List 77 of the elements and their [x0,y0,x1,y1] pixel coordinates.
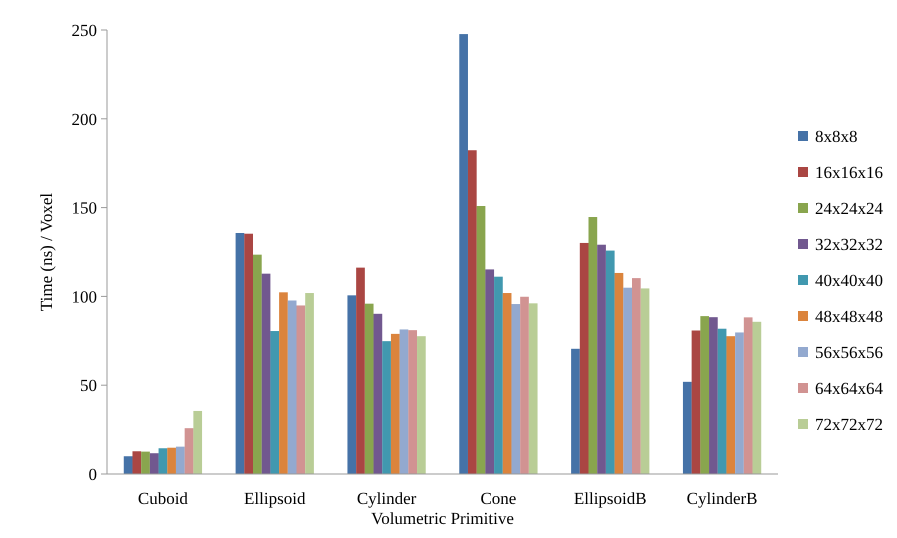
bar [124,456,132,474]
bar [520,296,529,474]
x-tick-label: Cylinder [356,489,417,508]
legend-label: 72x72x72 [815,414,883,434]
bar [700,316,710,474]
y-tick-label: 100 [72,287,97,306]
legend-label: 48x48x48 [815,306,883,326]
bar [494,276,503,474]
legend-label: 24x24x24 [815,198,884,218]
bar [718,328,726,474]
x-tick-label: CylinderB [686,489,758,508]
bar [571,348,580,474]
bar [150,453,159,474]
bar [468,150,477,474]
bar [682,382,692,474]
bar [606,250,615,474]
bar [459,34,468,474]
bar [692,330,700,474]
bar [236,232,244,474]
x-tick-label: Ellipsoid [244,489,306,508]
bar [347,295,356,474]
bar [184,428,194,474]
y-tick-label: 250 [72,20,97,40]
bar [374,314,382,474]
x-tick-label: EllipsoidB [574,489,647,508]
legend-label: 32x32x32 [815,234,883,254]
bar [167,448,176,474]
legend-label: 16x16x16 [815,162,883,182]
bar [417,336,426,474]
bar [640,288,650,474]
bar [502,293,512,474]
legend-label: 56x56x56 [815,342,883,362]
legend-label: 40x40x40 [815,270,883,290]
bar [244,234,254,474]
bar [305,293,314,474]
y-tick-label: 200 [72,110,97,129]
legend-label: 8x8x8 [815,126,858,146]
bar [588,217,598,474]
bar [270,331,280,474]
bar [356,268,365,474]
bar [580,242,589,474]
bar [279,292,288,474]
x-axis-title: Volumetric Primitive [371,509,514,528]
bar [253,254,262,474]
bar [288,300,296,474]
bar [296,305,306,474]
bar [632,278,641,474]
y-axis-title: Time (ns) / Voxel [37,192,56,312]
bar [158,448,168,474]
legend-label: 64x64x64 [815,378,884,398]
y-tick-label: 0 [88,464,97,484]
bar [614,272,624,474]
bar [511,304,520,474]
bar [382,341,391,474]
bar [476,206,486,474]
bar [744,317,753,474]
bar [752,322,762,474]
y-tick-label: 50 [80,376,97,396]
bar [390,334,400,474]
bar [132,451,142,474]
bar [262,274,270,474]
bar [735,332,744,474]
bar [176,446,185,474]
bar [709,317,718,474]
y-tick-label: 150 [72,198,97,218]
bar [364,304,374,474]
bar [141,452,150,474]
bar [623,288,632,474]
x-tick-label: Cuboid [138,489,188,508]
bar [408,330,418,474]
bar [528,303,538,474]
bar [597,244,606,474]
bar [726,336,736,474]
x-tick-label: Cone [480,489,516,508]
bar [193,410,202,474]
bar [485,269,494,474]
bar [400,329,408,474]
